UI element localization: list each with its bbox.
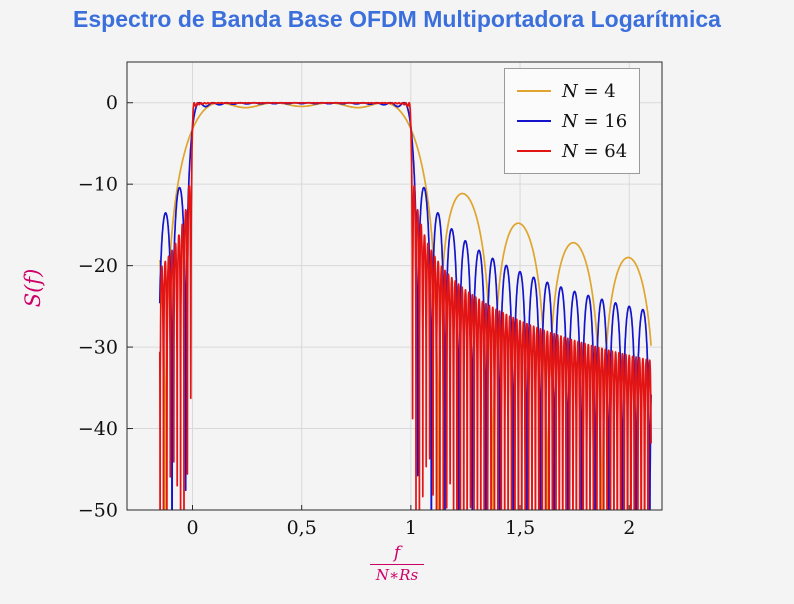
curve-N-64 — [158, 101, 652, 510]
x-axis-label-numerator: f — [393, 543, 401, 563]
y-tick-label: −30 — [78, 337, 118, 359]
x-axis-label: f N∗Rs — [354, 544, 440, 584]
x-tick-label: 0,5 — [287, 517, 317, 539]
tick-marks — [127, 102, 630, 511]
x-axis-label-denominator: N∗Rs — [375, 566, 419, 584]
curves — [158, 101, 652, 510]
x-tick-label: 1 — [405, 517, 417, 539]
x-tick-label: 0 — [186, 517, 198, 539]
chart-title: Espectro de Banda Base OFDM Multiportado… — [73, 6, 721, 32]
legend-item: N = 64 — [517, 136, 627, 166]
legend: N = 4 N = 16 N = 64 — [504, 68, 641, 174]
plot-frame — [126, 61, 663, 511]
curve-N-4 — [158, 101, 652, 510]
y-tick-label: −10 — [78, 174, 118, 196]
legend-line-swatch — [517, 120, 551, 122]
x-tick-label: 2 — [623, 517, 635, 539]
tick-labels: 0 0,5 1 1,5 2 0 −10 −20 −30 −40 −50 — [78, 92, 635, 539]
fraction-bar-icon — [370, 564, 424, 565]
legend-item: N = 16 — [517, 106, 627, 136]
y-axis-label: S(f) — [21, 268, 45, 308]
legend-item: N = 4 — [517, 76, 627, 106]
y-tick-label: −40 — [78, 418, 118, 440]
y-tick-label: −20 — [78, 255, 118, 277]
x-tick-label: 1,5 — [505, 517, 535, 539]
y-tick-label: 0 — [106, 92, 118, 114]
legend-line-swatch — [517, 90, 551, 92]
legend-label: N = 64 — [562, 140, 628, 162]
y-tick-label: −50 — [78, 500, 118, 522]
legend-label: N = 4 — [562, 80, 616, 102]
legend-label: N = 16 — [562, 110, 628, 132]
legend-line-swatch — [517, 150, 551, 152]
